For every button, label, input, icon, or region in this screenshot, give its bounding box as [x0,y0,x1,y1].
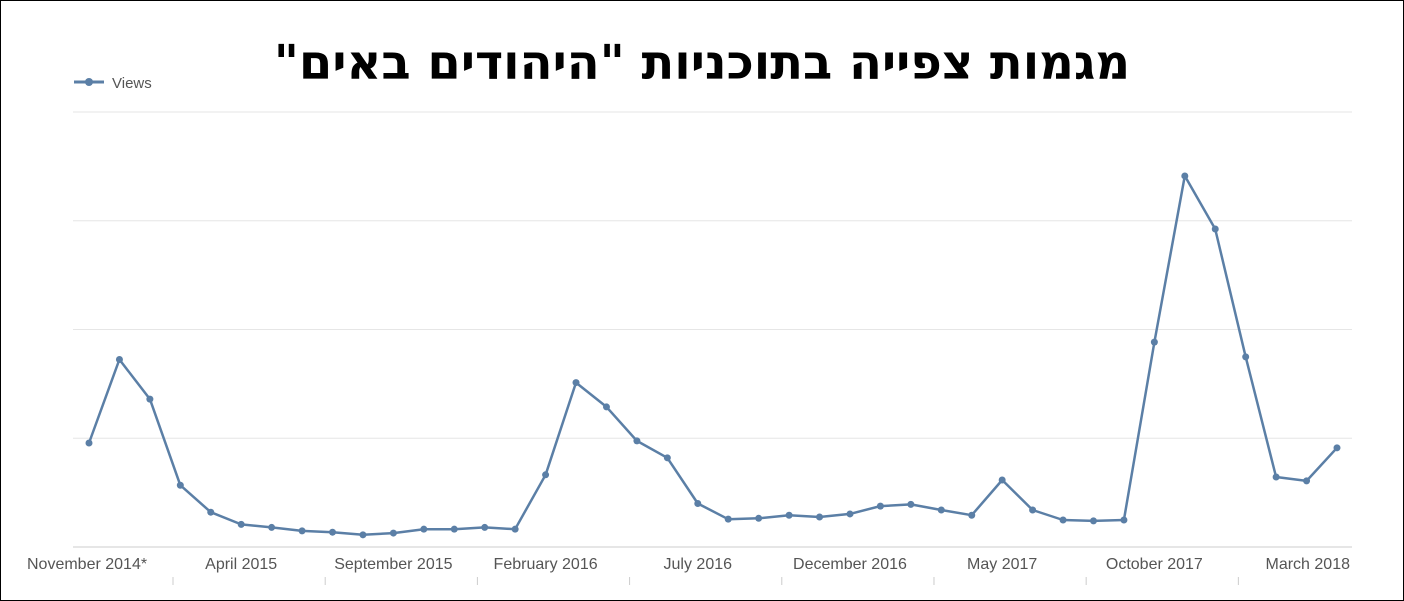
data-point[interactable] [420,525,428,533]
data-point[interactable] [329,528,337,536]
tick-label: September 2015 [334,556,452,573]
data-point[interactable] [359,531,367,539]
data-point[interactable] [389,529,397,537]
tick-label: December 2016 [793,556,907,573]
tick-label: April 2015 [205,556,277,573]
data-point[interactable] [1089,517,1097,525]
data-point[interactable] [602,403,610,411]
data-point[interactable] [1029,506,1037,514]
series-line [87,174,1338,537]
tick-label: March 2018 [1266,556,1351,573]
data-point[interactable] [115,356,123,364]
data-point[interactable] [755,514,763,522]
data-point[interactable] [298,527,306,535]
data-point[interactable] [450,525,458,533]
tick-label: October 2017 [1106,556,1203,573]
x-axis-ticks: November 2014* April 2015 September 2015 Fe… [27,556,1351,585]
series-views[interactable] [85,172,1341,539]
chart-title: מגמות צפייה בתוכניות "היהודים באים" [273,35,1131,91]
data-point[interactable] [1059,516,1067,524]
data-point[interactable] [176,481,184,489]
data-point[interactable] [1242,353,1250,361]
data-point[interactable] [816,513,824,521]
data-point[interactable] [694,500,702,507]
legend-marker [85,78,93,86]
data-point[interactable] [511,525,519,533]
data-point[interactable] [968,511,976,519]
data-point[interactable] [846,510,854,518]
data-point[interactable] [207,508,215,516]
legend-label: Views [112,75,152,92]
tick-label: November 2014* [27,556,147,573]
data-point[interactable] [237,520,245,528]
data-point[interactable] [876,502,884,510]
data-point[interactable] [146,395,154,403]
data-point[interactable] [1181,172,1189,180]
data-point[interactable] [268,523,276,531]
data-point[interactable] [663,454,671,462]
legend[interactable]: Views [74,75,152,92]
data-point[interactable] [907,500,915,508]
data-point[interactable] [633,437,641,445]
data-point[interactable] [1272,473,1280,481]
data-point[interactable] [1120,516,1128,524]
data-point[interactable] [481,523,489,531]
tick-label: May 2017 [967,556,1037,573]
data-point[interactable] [937,506,945,514]
data-point[interactable] [85,439,93,447]
tick-label: February 2016 [494,556,598,573]
data-point[interactable] [1333,444,1341,452]
gridlines [73,111,1352,439]
data-point[interactable] [572,379,580,387]
data-point[interactable] [1150,338,1158,346]
tick-label: July 2016 [664,556,733,573]
data-point[interactable] [1211,225,1219,233]
data-point[interactable] [542,471,550,479]
data-point[interactable] [724,515,732,523]
data-point[interactable] [998,476,1006,484]
data-point[interactable] [1303,477,1311,485]
data-point[interactable] [785,511,793,519]
